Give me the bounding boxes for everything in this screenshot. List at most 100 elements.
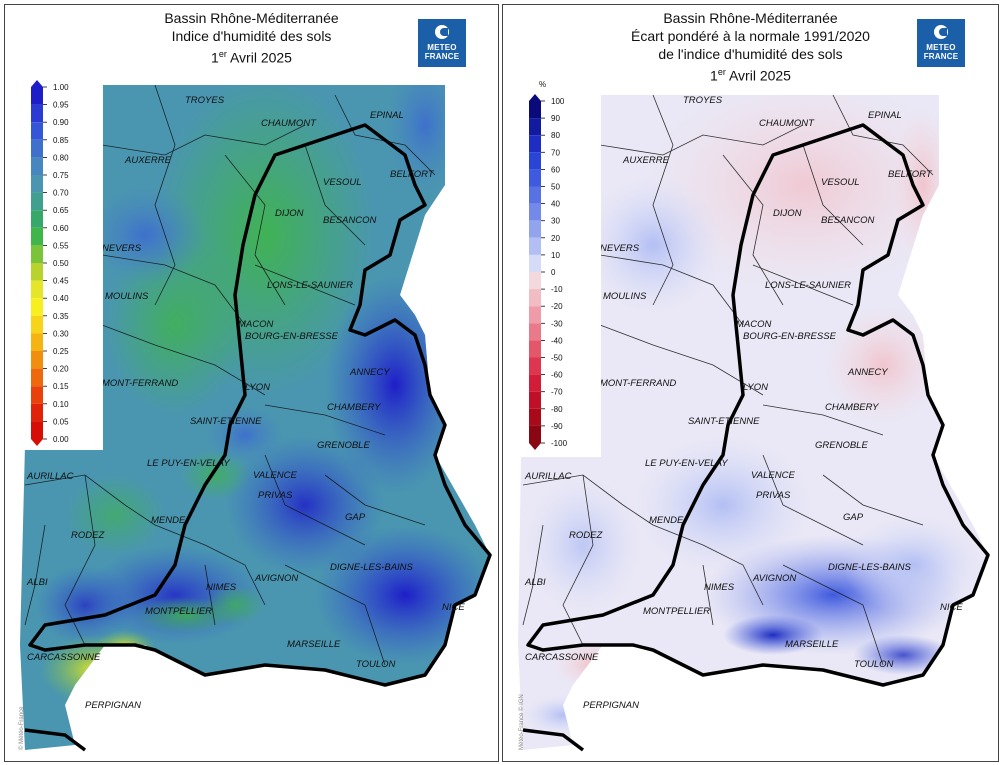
legend-swatch: [529, 272, 541, 290]
legend-tick-label: -100: [551, 439, 568, 448]
city-label: VESOUL: [323, 177, 362, 188]
legend-swatch: [529, 118, 541, 136]
legend-swatch: [529, 289, 541, 307]
city-label: DIGNE-LES-BAINS: [330, 562, 414, 573]
city-label: CHAUMONT: [261, 118, 317, 129]
department-borders-right: [522, 94, 934, 666]
legend-swatch: [529, 220, 541, 238]
legend-tick-label: -40: [551, 336, 563, 345]
legend-swatch: [31, 421, 43, 439]
legend-swatch: [529, 254, 541, 272]
legend-tick-label: 0: [551, 268, 556, 277]
city-labels-right: TROYES CHAUMONT EPINAL AUXERRE VESOUL BELFORT…: [524, 95, 963, 711]
city-label: NICE: [940, 602, 963, 613]
legend-swatch: [31, 210, 43, 228]
city-label: GRENOBLE: [815, 440, 868, 451]
city-label: AVIGNON: [752, 573, 796, 584]
legend-tick-label: -50: [551, 354, 563, 363]
city-label: MONTPELLIER: [145, 606, 212, 617]
logo-mark-icon: [435, 25, 449, 39]
legend-tick-label: 0.85: [53, 136, 69, 145]
city-label: MONT-FERRAND: [600, 378, 676, 389]
legend-swatch: [31, 175, 43, 193]
legend-swatch: [31, 368, 43, 387]
left-title-basin: Bassin Rhône-Méditerranée: [164, 10, 339, 26]
logo-text-france: FRANCE: [424, 52, 460, 61]
legend-swatch: [529, 152, 541, 170]
logo-text-meteo: METEO: [427, 43, 457, 52]
city-label: LYON: [245, 382, 270, 393]
legend-tick-label: 0.65: [53, 206, 69, 215]
legend-tick-label: 0.40: [53, 294, 69, 303]
legend-swatch: [31, 298, 43, 316]
legend-tick-label: 0.00: [53, 435, 69, 444]
city-label: GRENOBLE: [317, 440, 370, 451]
legend-colorbar: [31, 80, 43, 446]
city-label: AUXERRE: [124, 155, 172, 166]
legend-unit: %: [539, 80, 546, 89]
legend-tick-label: 0.90: [53, 118, 69, 127]
legend-tick-label: 0.35: [53, 312, 69, 321]
moisture-legend: 1.00 0.95 0.90 0.85 0.80 0.75 0.70 0.65 0.60 0.55…: [23, 75, 103, 450]
city-label: NEVERS: [600, 243, 640, 254]
legend-tick-label: 0.50: [53, 259, 69, 268]
city-label: CHAMBERY: [327, 402, 381, 413]
city-label: NIMES: [206, 582, 237, 593]
city-label: AURILLAC: [524, 471, 572, 482]
copyright-credit: © Météo-France: [19, 706, 25, 750]
legend-tick-label: 0.55: [53, 241, 69, 250]
city-label: NIMES: [704, 582, 735, 593]
copyright-credit-right: Météo-France © IGN: [519, 694, 525, 750]
city-label: NICE: [442, 602, 465, 613]
legend-colorbar-right: [529, 94, 541, 450]
city-label: TOULON: [854, 659, 894, 670]
legend-swatch: [31, 315, 43, 334]
legend-tick-label: 10: [551, 251, 560, 260]
legend-tick-label: 90: [551, 114, 560, 123]
right-map-panel: TROYES CHAUMONT EPINAL AUXERRE VESOUL BELFORT…: [502, 4, 999, 762]
legend-swatch: [31, 245, 43, 263]
city-label: MENDE: [649, 515, 684, 526]
city-label: ANNECY: [847, 367, 888, 378]
city-label: DIJON: [275, 208, 304, 219]
logo-mark-icon: [934, 25, 948, 39]
legend-tick-label: 0.30: [53, 329, 69, 338]
city-label: GAP: [843, 512, 864, 523]
legend-tick-label: 0.10: [53, 400, 69, 409]
legend-swatch: [529, 306, 541, 324]
legend-tick-label: 100: [551, 97, 565, 106]
legend-arrow-bottom: [31, 439, 43, 446]
legend-tick-label: -60: [551, 371, 563, 380]
legend-swatch: [529, 340, 541, 358]
basin-boundary-right: [526, 123, 990, 687]
coastline: [24, 728, 87, 752]
legend-tick-label: 20: [551, 234, 560, 243]
city-label: BOURG-EN-BRESSE: [245, 331, 339, 342]
legend-swatch: [529, 237, 541, 255]
moisture-anomaly-map: TROYES CHAUMONT EPINAL AUXERRE VESOUL BELFORT…: [518, 94, 990, 752]
city-label: MOULINS: [603, 291, 647, 302]
city-label: SAINT-ETIENNE: [688, 416, 760, 427]
city-label: CHAUMONT: [759, 118, 815, 129]
legend-swatch: [31, 227, 43, 246]
legend-swatch: [529, 135, 541, 153]
city-label: AUXERRE: [622, 155, 670, 166]
city-label: BELFORT: [888, 169, 933, 180]
city-label: BESANCON: [821, 215, 874, 226]
left-title-indicator: Indice d'humidité des sols: [171, 28, 332, 44]
right-title-basin: Bassin Rhône-Méditerranée: [663, 10, 838, 26]
city-label: LE PUY-EN-VELAY: [147, 458, 230, 469]
legend-swatch: [31, 403, 43, 422]
city-label: BESANCON: [323, 215, 376, 226]
legend-arrow-top: [529, 94, 541, 101]
left-title: Bassin Rhône-Méditerranée Indice d'humid…: [5, 9, 498, 67]
legend-swatch: [529, 425, 541, 443]
legend-swatch: [31, 157, 43, 175]
city-label: ANNECY: [349, 367, 390, 378]
city-label: SAINT-ETIENNE: [190, 416, 262, 427]
meteo-france-logo-right: METEO FRANCE: [917, 19, 965, 67]
city-label: RODEZ: [71, 530, 105, 541]
city-label: GAP: [345, 512, 366, 523]
city-label: AVIGNON: [254, 573, 298, 584]
city-label: ALBI: [26, 577, 48, 588]
